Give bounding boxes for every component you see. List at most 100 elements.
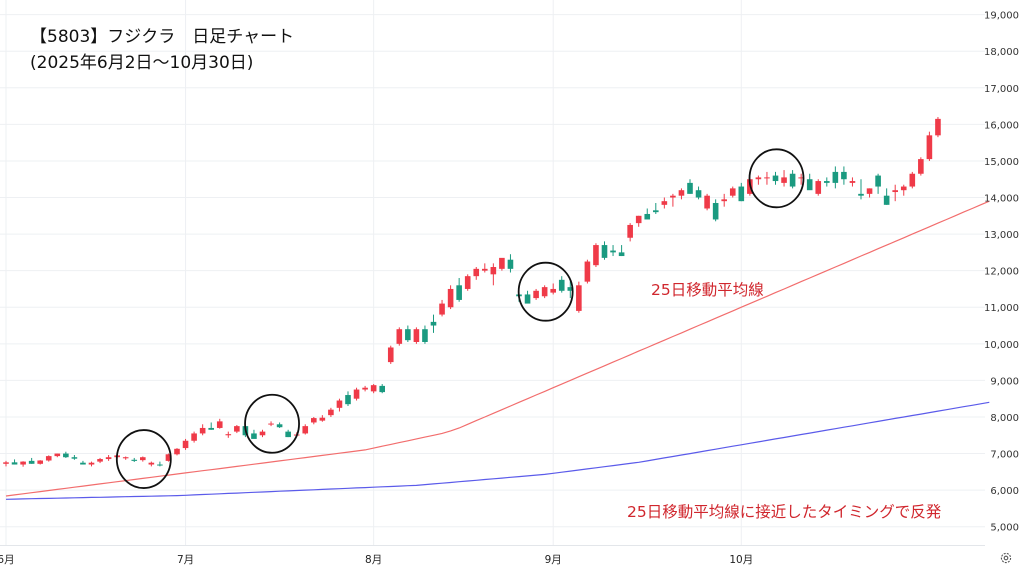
candle [328,407,334,417]
candle-body [216,421,223,428]
candle [45,455,52,462]
candle [387,345,394,364]
candle [866,188,873,198]
candle [37,460,43,465]
candle [199,424,206,436]
candle-body [122,457,129,459]
candle [285,429,291,438]
candle [140,456,146,462]
candle [464,274,471,291]
candle-body [422,329,428,342]
settings-gear-icon[interactable] [996,548,1016,568]
candle [3,460,9,467]
candle-body [268,423,274,425]
candle-body [593,245,599,266]
candle-body [362,387,368,390]
y-tick-label: 18,000 [984,47,1019,58]
candle-body [883,195,890,205]
candle [405,325,411,342]
highlight-circle [244,393,300,454]
x-tick-label: 9月 [545,554,562,566]
candle [302,424,309,435]
candle-body [20,461,26,465]
candle [54,453,61,458]
candle-body [610,250,616,253]
candle [593,243,599,268]
candle-body [345,395,351,405]
candle [755,175,762,185]
candle-body [370,385,377,392]
candle [216,418,223,429]
candle-body [311,418,317,423]
candle-body [772,175,779,182]
candle-body [695,190,702,198]
candle-body [618,252,625,257]
y-tick-label: 12,000 [984,267,1019,278]
candle [439,299,445,317]
candle-body [157,464,163,466]
candle-body [558,279,565,291]
candle [276,422,283,428]
candle-body [507,259,514,269]
candle-body [28,460,35,464]
candle [122,456,129,460]
candle-body [199,427,206,434]
candle [729,186,736,198]
candle-body [490,267,497,275]
candle-body [524,294,531,304]
candle [319,415,326,422]
candle-body [353,389,360,399]
candle-body [11,462,18,465]
candle [610,245,616,257]
candle [71,455,78,460]
candle [11,459,18,465]
y-tick-label: 7,000 [990,450,1019,461]
candle-body [191,433,197,441]
candle-body [54,453,61,457]
candle-body [234,426,240,432]
candle-body [918,159,924,174]
candle [781,170,787,187]
highlight-circle [748,148,805,209]
candle [174,448,180,456]
ma75-line [5,401,990,500]
candle [841,166,847,185]
candle-body [37,460,43,464]
candle [883,188,890,205]
candle-body [63,453,69,458]
candle [909,171,916,189]
candle-body [413,329,420,342]
candle-body [832,171,839,183]
candle [704,193,710,211]
candle-body [789,173,796,187]
candle-body [627,224,633,238]
candle-body [225,434,232,436]
candle [131,457,138,462]
candle-body [909,173,916,187]
ma25-line-group [5,200,990,497]
candle [422,325,428,344]
candle-body [447,288,454,308]
candle [584,259,591,284]
candle [165,453,172,462]
candle [430,314,437,333]
candle [524,290,531,304]
candle [268,421,274,427]
candle [789,170,796,189]
candle [379,384,385,394]
candle [858,179,864,200]
candle [182,438,189,450]
candle [507,254,514,273]
candles-group [3,117,941,467]
candle [695,186,702,200]
candle-body [302,426,309,434]
candle-body [729,188,736,196]
candle [875,173,881,194]
candle [251,429,257,439]
x-tick-label: 7月 [177,554,194,566]
candle [370,384,377,394]
candle-body [336,400,343,408]
y-tick-label: 19,000 [984,11,1019,22]
candle [935,117,941,138]
x-axis: 6月 7月 8月 9月 10月 [0,554,753,566]
